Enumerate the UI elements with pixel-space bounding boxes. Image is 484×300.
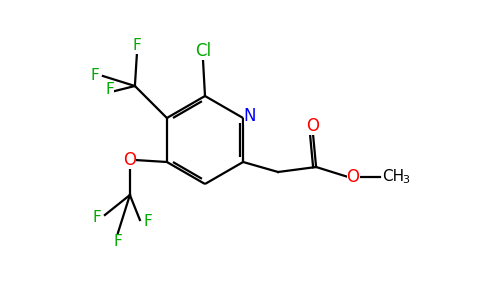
Text: O: O xyxy=(123,151,136,169)
Text: F: F xyxy=(91,68,99,83)
Text: F: F xyxy=(114,235,122,250)
Text: F: F xyxy=(106,82,114,97)
Text: F: F xyxy=(92,209,101,224)
Text: F: F xyxy=(133,38,141,53)
Text: Cl: Cl xyxy=(195,42,211,60)
Text: O: O xyxy=(347,168,360,186)
Text: N: N xyxy=(244,107,257,125)
Text: 3: 3 xyxy=(402,175,409,185)
Text: F: F xyxy=(144,214,152,230)
Text: CH: CH xyxy=(382,169,404,184)
Text: O: O xyxy=(306,117,319,135)
